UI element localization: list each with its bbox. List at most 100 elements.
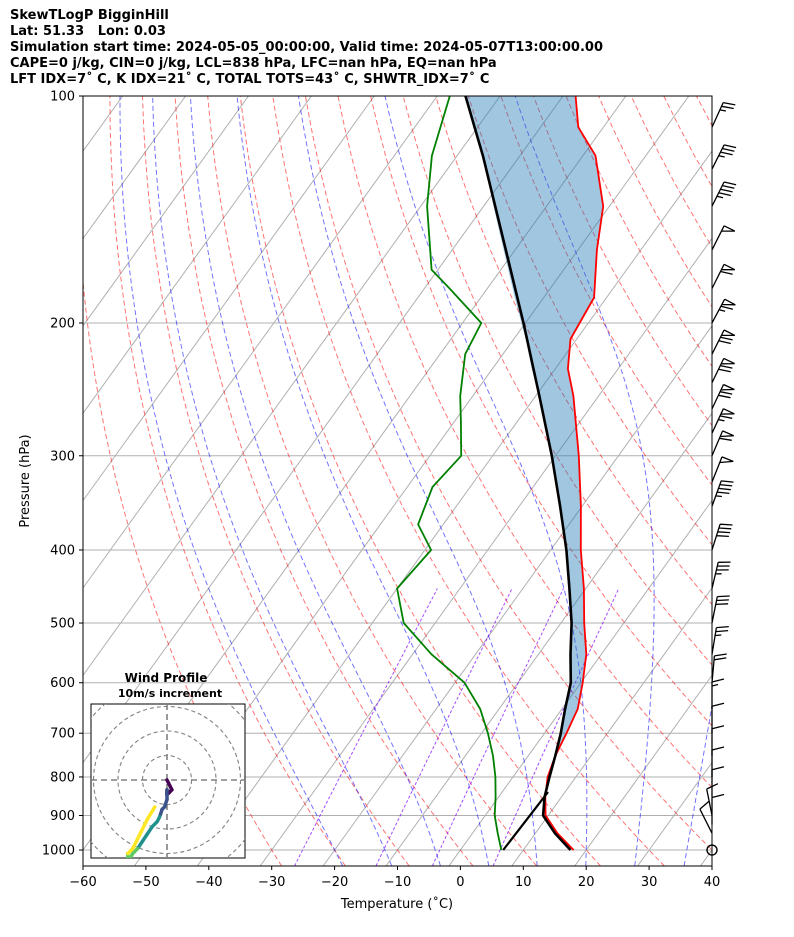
hodo-segment <box>128 856 132 858</box>
x-tick-label: 40 <box>704 875 721 890</box>
moist-adiabat <box>384 96 588 866</box>
isotherm-line <box>196 150 712 866</box>
isotherm-line <box>763 96 794 866</box>
indices-line: LFT IDX=7˚ C, K IDX=21˚ C, TOTAL TOTS=43… <box>10 72 490 87</box>
x-tick-label: −30 <box>258 875 285 890</box>
wind-barb <box>711 383 735 410</box>
dry-adiabat <box>207 96 538 866</box>
y-tick-label: 300 <box>50 449 75 464</box>
wind-barb <box>711 625 729 655</box>
x-axis-label: Temperature (˚C) <box>340 896 453 912</box>
y-tick-label: 600 <box>50 676 75 691</box>
mixing-ratio-line <box>375 588 513 866</box>
y-tick-label: 200 <box>50 316 75 331</box>
wind-barb <box>711 725 725 756</box>
isotherm-line <box>83 96 249 327</box>
x-tick-label: −10 <box>384 875 411 890</box>
moist-adiabat <box>298 96 538 866</box>
isotherm-line <box>322 325 712 866</box>
isotherm-line <box>511 587 712 866</box>
parcel-profile-line <box>464 96 573 851</box>
wind-barb <box>711 653 727 683</box>
dry-adiabat <box>337 96 712 789</box>
dry-adiabat <box>695 96 712 127</box>
dry-adiabat <box>598 96 712 308</box>
moist-adiabat <box>119 96 344 866</box>
isotherm-line <box>637 761 712 866</box>
x-tick-label: 0 <box>456 875 464 890</box>
temperature-line <box>544 96 605 851</box>
wind-barb <box>699 800 713 834</box>
y-tick-label: 100 <box>50 90 75 105</box>
chart-title: SkewTLogP BigginHill <box>10 8 169 23</box>
wind-barb <box>711 793 725 825</box>
dry-adiabat <box>174 96 474 866</box>
y-tick-label: 900 <box>50 809 75 824</box>
dry-adiabat <box>762 96 794 866</box>
wind-barb <box>711 595 730 624</box>
y-tick-label: 700 <box>50 727 75 742</box>
isotherm-line <box>83 96 312 415</box>
x-tick-label: −60 <box>69 875 96 890</box>
wind-barb <box>711 408 735 434</box>
moist-adiabat <box>683 702 712 866</box>
dry-adiabat <box>500 96 712 486</box>
axes: −60 −50 −40 −30 −20 −10 0 10 20 30 40 1000 900 800 700… <box>42 90 720 891</box>
x-tick-label: 30 <box>641 875 658 890</box>
dry-adiabat <box>467 96 712 546</box>
dry-adiabat <box>109 96 346 866</box>
time-line: Simulation start time: 2024-05-05_00:00:… <box>10 40 603 55</box>
dry-adiabat <box>533 96 712 427</box>
mixing-ratio-line <box>294 588 438 866</box>
isotherm-line <box>83 96 375 502</box>
data-layer <box>396 96 605 851</box>
wind-barb <box>711 101 736 128</box>
y-tick-label: 500 <box>50 617 75 632</box>
y-tick-label: 800 <box>50 770 75 785</box>
calm-wind-circle <box>706 844 718 856</box>
cape-line: CAPE=0 j/kg, CIN=0 j/kg, LCL=838 hPa, LF… <box>10 56 497 71</box>
wind-barb <box>711 766 725 797</box>
dry-adiabat <box>435 96 712 606</box>
wind-barb <box>711 298 736 324</box>
y-axis-label: Pressure (hPa) <box>18 434 33 527</box>
x-tick-label: −40 <box>195 875 222 890</box>
isotherm-line <box>83 96 438 589</box>
moist-adiabat <box>152 96 393 866</box>
dewpoint-line <box>396 96 503 851</box>
wind-barb <box>711 144 737 170</box>
wind-barb <box>711 702 725 734</box>
hodo-segment <box>135 827 145 841</box>
cin-shading <box>465 96 604 797</box>
wind-barb <box>711 523 733 551</box>
wind-barb <box>711 456 734 483</box>
hodo-segment <box>165 778 174 792</box>
dry-adiabat <box>370 96 712 727</box>
hodograph <box>91 704 245 858</box>
inset-title: Wind Profile <box>125 671 208 685</box>
x-tick-label: −50 <box>132 875 159 890</box>
moist-adiabat <box>189 96 441 866</box>
x-tick-label: 10 <box>515 875 532 890</box>
isotherm-line <box>83 96 501 677</box>
isotherm-line <box>259 237 712 866</box>
parcel-dewpoint-line <box>502 791 549 851</box>
location-line: Lat: 51.33 Lon: 0.03 <box>10 24 166 39</box>
wind-barb <box>711 357 735 383</box>
moist-adiabat <box>236 96 490 866</box>
wind-barb <box>711 561 731 589</box>
dry-adiabat <box>729 96 794 866</box>
wind-barb <box>711 678 725 709</box>
x-tick-label: 20 <box>578 875 595 890</box>
wind-barb <box>711 225 736 251</box>
y-tick-label: 1000 <box>42 844 75 859</box>
hodo-segment <box>145 805 157 821</box>
wind-barb <box>711 430 734 457</box>
dry-adiabat <box>142 96 410 866</box>
wind-barbs <box>699 101 737 856</box>
dry-adiabat <box>304 96 712 851</box>
isotherm-line <box>448 499 712 866</box>
isotherm-line <box>700 849 712 866</box>
hodo-segment <box>140 817 150 831</box>
